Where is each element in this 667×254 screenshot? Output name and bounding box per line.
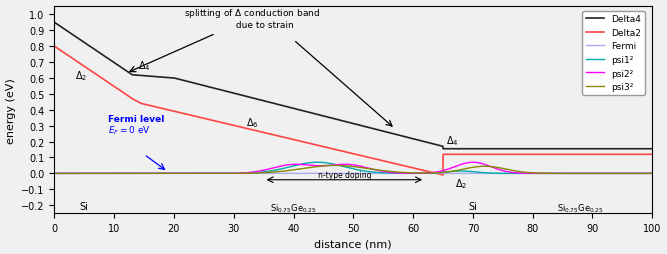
psi3²: [86, 172, 94, 175]
Text: $\Delta_2$: $\Delta_2$: [455, 177, 468, 190]
psi1²: [648, 172, 656, 175]
psi3²: [167, 172, 175, 175]
Delta2: [53, 47, 61, 50]
Delta2: [75, 62, 83, 65]
Fermi: [86, 172, 94, 175]
Delta2: [167, 110, 175, 113]
psi3²: [331, 164, 340, 167]
psi1²: [343, 166, 351, 169]
Delta2: [648, 153, 656, 156]
psi1²: [50, 172, 58, 175]
X-axis label: distance (nm): distance (nm): [314, 239, 392, 248]
psi1²: [167, 172, 175, 175]
Line: Delta2: Delta2: [54, 47, 652, 175]
psi2²: [343, 163, 351, 166]
Text: $\mathrm{Si}_{0.75}\mathrm{Ge}_{0.25}$: $\mathrm{Si}_{0.75}\mathrm{Ge}_{0.25}$: [557, 201, 604, 214]
Fermi: [53, 172, 61, 175]
Line: psi3²: psi3²: [54, 166, 652, 174]
Delta4: [439, 148, 447, 151]
psi2²: [469, 161, 477, 164]
Text: $\mathrm{Si}_{0.75}\mathrm{Ge}_{0.25}$: $\mathrm{Si}_{0.75}\mathrm{Ge}_{0.25}$: [270, 201, 317, 214]
Delta2: [86, 69, 94, 72]
psi2²: [86, 172, 94, 175]
psi3²: [50, 172, 58, 175]
Text: splitting of $\Delta$ conduction band
         due to strain: splitting of $\Delta$ conduction band du…: [183, 7, 319, 30]
Text: n-type doping: n-type doping: [317, 171, 371, 180]
Delta4: [343, 121, 351, 124]
psi2²: [648, 172, 656, 175]
Delta2: [616, 153, 624, 156]
Line: psi2²: psi2²: [54, 163, 652, 174]
Fermi: [50, 172, 58, 175]
psi3²: [648, 172, 656, 175]
psi3²: [616, 172, 624, 175]
Delta4: [53, 23, 61, 26]
Legend: Delta4, Delta2, Fermi, psi1², psi2², psi3²: Delta4, Delta2, Fermi, psi1², psi2², psi…: [582, 12, 645, 95]
Line: Delta4: Delta4: [54, 23, 652, 149]
Delta4: [75, 38, 83, 41]
psi2²: [53, 172, 61, 175]
Text: Fermi level: Fermi level: [108, 115, 165, 123]
psi3²: [343, 165, 351, 168]
psi1²: [313, 161, 321, 164]
Delta4: [86, 46, 94, 49]
Delta4: [167, 77, 175, 80]
Text: $\Delta_4$: $\Delta_4$: [138, 59, 151, 73]
psi3²: [53, 172, 61, 175]
Delta4: [616, 148, 624, 151]
Y-axis label: energy (eV): energy (eV): [5, 77, 15, 143]
psi1²: [75, 172, 83, 175]
Text: Si: Si: [468, 201, 478, 211]
Delta2: [50, 45, 58, 49]
Line: psi1²: psi1²: [54, 163, 652, 174]
Fermi: [167, 172, 175, 175]
psi1²: [616, 172, 624, 175]
Fermi: [343, 172, 351, 175]
Text: Si: Si: [80, 201, 89, 211]
Fermi: [648, 172, 656, 175]
Delta4: [50, 22, 58, 25]
Text: $E_F = 0$ eV: $E_F = 0$ eV: [108, 123, 151, 136]
psi3²: [75, 172, 83, 175]
psi2²: [50, 172, 58, 175]
Text: $\Delta_4$: $\Delta_4$: [446, 134, 459, 147]
Fermi: [616, 172, 624, 175]
Delta2: [439, 174, 447, 177]
Text: $\Delta_6$: $\Delta_6$: [245, 115, 258, 129]
psi2²: [616, 172, 624, 175]
psi2²: [75, 172, 83, 175]
Text: $\Delta_2$: $\Delta_2$: [75, 69, 87, 82]
Delta4: [648, 148, 656, 151]
Fermi: [75, 172, 83, 175]
psi2²: [167, 172, 175, 175]
Delta2: [343, 151, 351, 154]
psi1²: [86, 172, 94, 175]
psi1²: [53, 172, 61, 175]
